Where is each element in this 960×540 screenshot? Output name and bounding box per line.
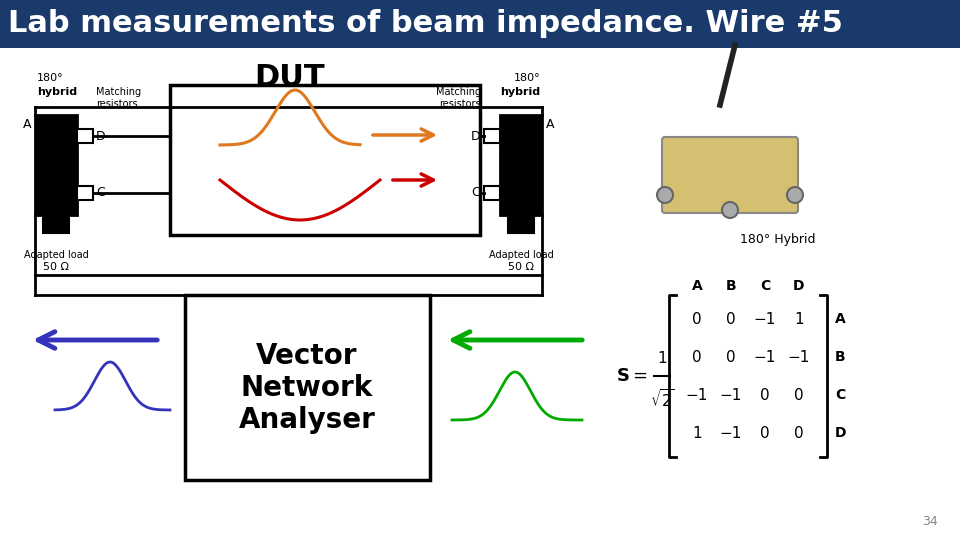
Text: 0: 0 [726, 312, 735, 327]
Circle shape [657, 187, 673, 203]
Text: −1: −1 [754, 312, 777, 327]
Circle shape [787, 187, 803, 203]
Text: Vector
Network
Analyser: Vector Network Analyser [239, 342, 375, 434]
Text: B: B [835, 350, 846, 364]
Text: 180°: 180° [37, 73, 63, 83]
Text: 0: 0 [726, 349, 735, 364]
Text: D: D [793, 279, 804, 293]
Text: 0: 0 [794, 388, 804, 402]
Text: 0: 0 [760, 426, 770, 441]
Text: A: A [546, 118, 555, 132]
Circle shape [722, 202, 738, 218]
Text: 180°: 180° [514, 73, 540, 83]
Text: 0: 0 [760, 388, 770, 402]
Text: D: D [835, 426, 847, 440]
Text: Lab measurements of beam impedance. Wire #5: Lab measurements of beam impedance. Wire… [8, 10, 843, 38]
Text: hybrid: hybrid [37, 87, 77, 97]
Bar [508, 213, 534, 233]
Text: $\mathbf{S} =$: $\mathbf{S} =$ [616, 367, 648, 385]
Text: 50 Ω: 50 Ω [43, 262, 69, 272]
Text: 1: 1 [658, 351, 667, 366]
Bar [43, 213, 69, 233]
Text: B: B [38, 237, 47, 250]
Text: 34: 34 [923, 515, 938, 528]
Bar [0, 0, 960, 48]
Text: D: D [96, 130, 106, 143]
Text: −1: −1 [685, 388, 708, 402]
Bar [500, 115, 542, 215]
Bar [77, 129, 93, 143]
Text: A: A [835, 312, 846, 326]
Text: Matching: Matching [96, 87, 141, 97]
Text: B: B [726, 279, 736, 293]
Text: Adapted load: Adapted load [489, 250, 553, 260]
Text: −1: −1 [720, 426, 742, 441]
Text: −1: −1 [754, 349, 777, 364]
Bar [484, 129, 500, 143]
FancyBboxPatch shape [662, 137, 798, 213]
Bar [185, 295, 430, 480]
Text: DUT: DUT [254, 64, 325, 92]
Text: C: C [96, 186, 105, 199]
Text: Adapted load: Adapted load [24, 250, 88, 260]
Text: A: A [22, 118, 31, 132]
Text: $\sqrt{2}$: $\sqrt{2}$ [650, 388, 675, 410]
Text: resistors: resistors [440, 99, 481, 109]
Text: 0: 0 [794, 426, 804, 441]
Text: D: D [470, 130, 480, 143]
Text: 0: 0 [692, 349, 702, 364]
Text: C: C [835, 388, 845, 402]
Text: 180° Hybrid: 180° Hybrid [739, 233, 815, 246]
Bar [35, 115, 77, 215]
Bar [484, 186, 500, 200]
Text: hybrid: hybrid [500, 87, 540, 97]
Text: 1: 1 [794, 312, 804, 327]
Text: Matching: Matching [436, 87, 481, 97]
Text: −1: −1 [788, 349, 810, 364]
Text: 0: 0 [692, 312, 702, 327]
Bar [170, 85, 480, 235]
Text: A: A [691, 279, 703, 293]
Text: C: C [471, 186, 480, 199]
Text: −1: −1 [720, 388, 742, 402]
Text: B: B [530, 237, 539, 250]
Bar [77, 186, 93, 200]
Text: 50 Ω: 50 Ω [508, 262, 534, 272]
Text: C: C [760, 279, 770, 293]
Text: resistors: resistors [96, 99, 137, 109]
Text: 1: 1 [692, 426, 702, 441]
